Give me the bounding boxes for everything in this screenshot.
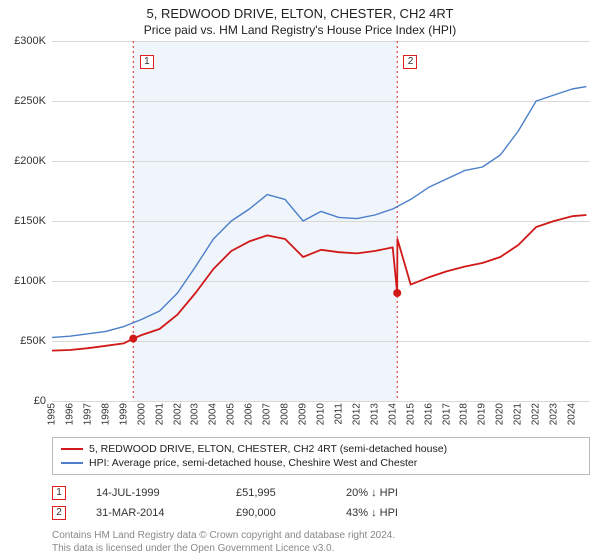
x-tick-label: 1996 [64,403,75,425]
sale-point-price: £90,000 [236,507,316,519]
x-tick-label: 2009 [298,403,309,425]
legend-row: 5, REDWOOD DRIVE, ELTON, CHESTER, CH2 4R… [61,442,581,456]
x-tick-label: 2001 [154,403,165,425]
x-tick-label: 2000 [136,403,147,425]
chart-container: 5, REDWOOD DRIVE, ELTON, CHESTER, CH2 4R… [0,0,600,560]
y-tick-label: £200K [14,155,46,167]
y-tick-label: £0 [34,395,46,407]
series-price_paid [52,215,586,351]
x-tick-label: 2024 [567,403,578,425]
x-tick-label: 2016 [423,403,434,425]
sale-point-date: 14-JUL-1999 [96,487,206,499]
x-tick-label: 2003 [190,403,201,425]
x-tick-label: 2010 [316,403,327,425]
x-tick-label: 2011 [333,403,344,425]
legend-label: 5, REDWOOD DRIVE, ELTON, CHESTER, CH2 4R… [89,443,447,455]
footer-line2: This data is licensed under the Open Gov… [52,542,590,555]
sale-point-date: 31-MAR-2014 [96,507,206,519]
x-tick-label: 2013 [369,403,380,425]
chart-svg [52,41,590,401]
x-tick-label: 2002 [172,403,183,425]
footer-line1: Contains HM Land Registry data © Crown c… [52,529,590,542]
x-tick-label: 2006 [244,403,255,425]
x-tick-label: 1997 [82,403,93,425]
sale-dot [129,335,137,343]
sale-dot [393,289,401,297]
y-tick-label: £300K [14,35,46,47]
x-tick-label: 1995 [47,403,58,425]
x-tick-label: 2008 [280,403,291,425]
plot-area: £0£50K£100K£150K£200K£250K£300K12 [52,41,590,401]
x-tick-label: 2004 [208,403,219,425]
sale-point-pct: 20% ↓ HPI [346,487,456,499]
x-tick-label: 1998 [100,403,111,425]
sale-point-row: 1 14-JUL-1999 £51,995 20% ↓ HPI [52,483,590,503]
chart-subtitle: Price paid vs. HM Land Registry's House … [0,21,600,41]
sale-point-marker: 2 [52,506,66,520]
x-tick-label: 2018 [459,403,470,425]
legend-label: HPI: Average price, semi-detached house,… [89,457,417,469]
x-tick-label: 2022 [531,403,542,425]
x-axis: 1995199619971998199920002001200220032004… [52,401,590,431]
series-hpi [52,87,586,338]
sale-point-row: 2 31-MAR-2014 £90,000 43% ↓ HPI [52,503,590,523]
x-tick-label: 2017 [441,403,452,425]
x-tick-label: 2023 [549,403,560,425]
footer-attribution: Contains HM Land Registry data © Crown c… [52,529,590,555]
sale-points-table: 1 14-JUL-1999 £51,995 20% ↓ HPI 2 31-MAR-2014… [52,483,590,523]
x-tick-label: 2020 [495,403,506,425]
legend-row: HPI: Average price, semi-detached house,… [61,456,581,470]
x-tick-label: 2015 [405,403,416,425]
x-tick-label: 2019 [477,403,488,425]
legend: 5, REDWOOD DRIVE, ELTON, CHESTER, CH2 4R… [52,437,590,475]
chart-title: 5, REDWOOD DRIVE, ELTON, CHESTER, CH2 4R… [0,0,600,21]
sale-point-marker: 1 [52,486,66,500]
x-tick-label: 2005 [226,403,237,425]
x-tick-label: 1999 [118,403,129,425]
x-tick-label: 2021 [513,403,524,425]
sale-point-pct: 43% ↓ HPI [346,507,456,519]
y-tick-label: £100K [14,275,46,287]
x-tick-label: 2012 [351,403,362,425]
x-tick-label: 2014 [387,403,398,425]
legend-swatch [61,462,83,464]
x-tick-label: 2007 [262,403,273,425]
y-tick-label: £50K [20,335,46,347]
legend-swatch [61,448,83,450]
sale-point-price: £51,995 [236,487,316,499]
y-tick-label: £150K [14,215,46,227]
y-tick-label: £250K [14,95,46,107]
